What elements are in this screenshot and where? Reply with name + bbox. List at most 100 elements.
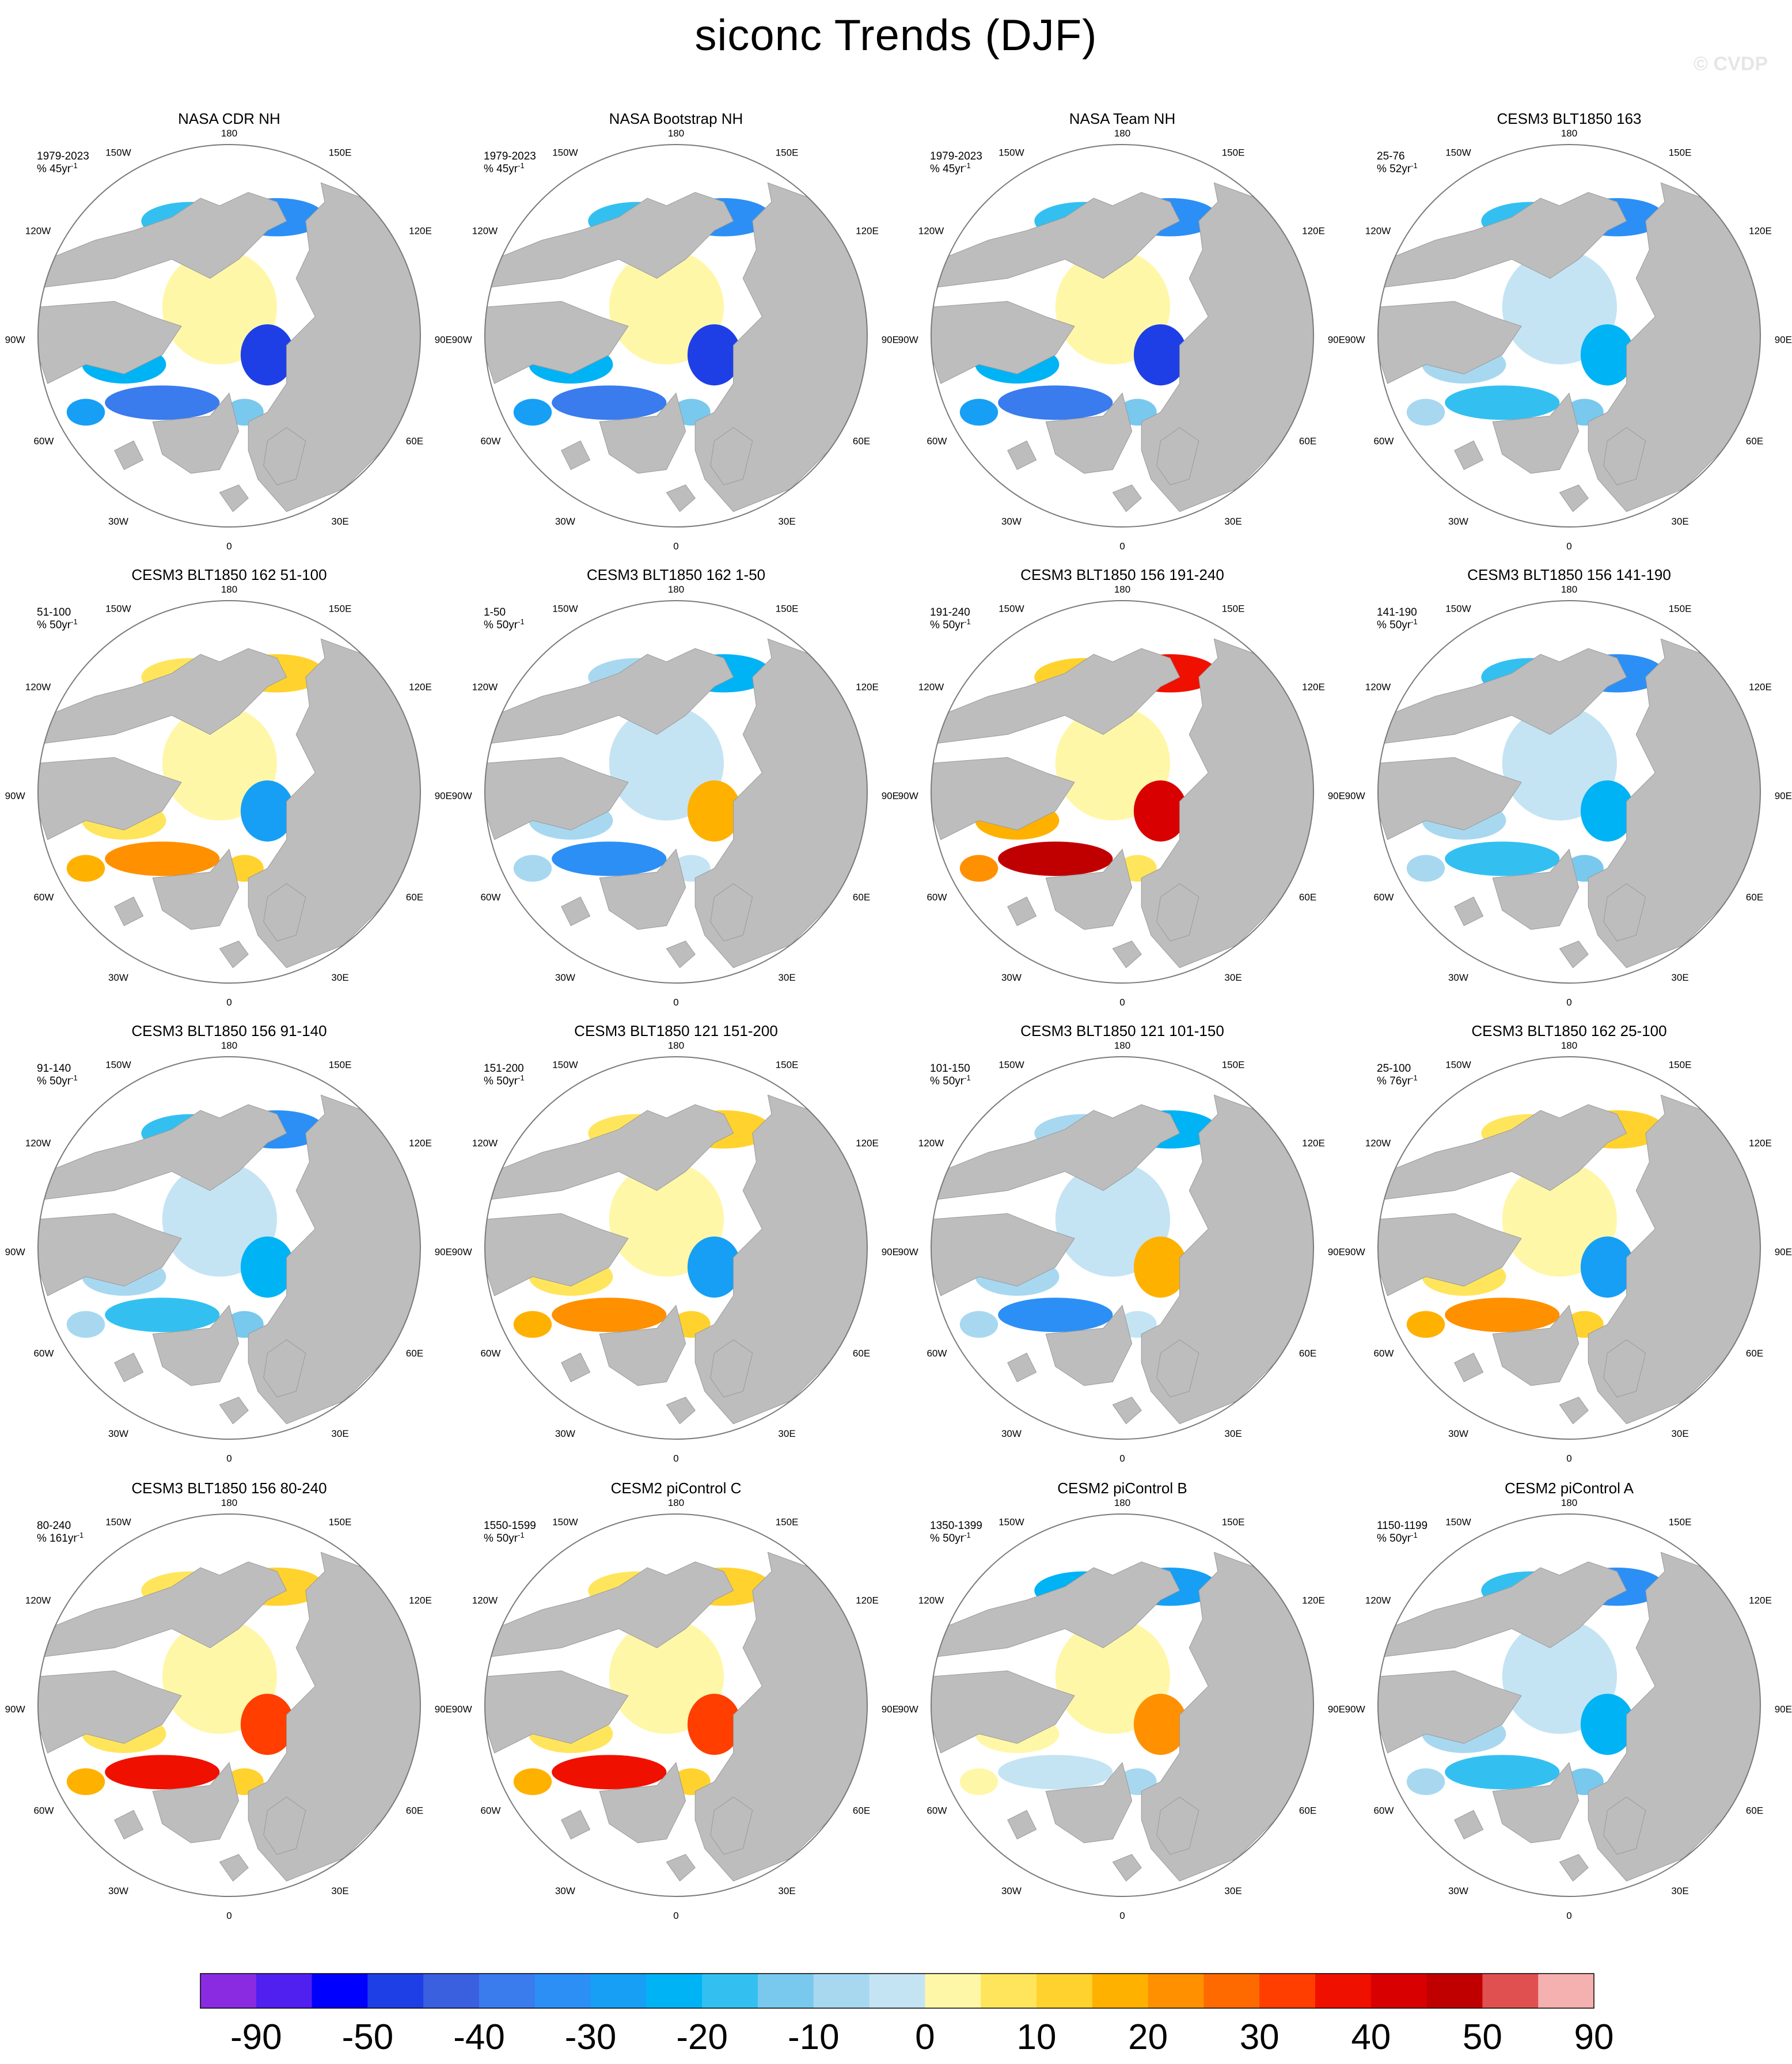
- longitude-label: 0: [1566, 997, 1571, 1008]
- trend-unit-label: % 50yr-1: [930, 1073, 971, 1087]
- longitude-label: 90W: [1345, 335, 1365, 346]
- ice-trend-region: [513, 855, 552, 882]
- longitude-label: 120E: [409, 1137, 432, 1148]
- map-boundary: [484, 144, 868, 528]
- map-boundary: [1377, 144, 1761, 528]
- ice-trend-region: [66, 1768, 105, 1796]
- land-mass: [1492, 392, 1580, 474]
- longitude-label: 150W: [105, 1516, 131, 1527]
- land-mass: [1454, 1809, 1484, 1840]
- trend-unit-label: % 50yr-1: [484, 1531, 525, 1545]
- colorbar-swatch: [479, 1974, 536, 2008]
- longitude-label: 150W: [105, 603, 131, 614]
- longitude-label: 0: [673, 541, 678, 552]
- period-label: 25-100: [1377, 1063, 1411, 1075]
- map-boundary: [1377, 1056, 1761, 1440]
- trend-unit-label: % 50yr-1: [484, 617, 525, 631]
- longitude-label: 0: [1119, 541, 1125, 552]
- longitude-label: 120W: [918, 225, 944, 236]
- longitude-label: 30W: [1448, 1428, 1468, 1439]
- land-mass: [1045, 392, 1133, 474]
- land-mass: [485, 301, 629, 384]
- longitude-label: 0: [226, 1453, 231, 1464]
- land-mass: [1045, 1762, 1133, 1843]
- map-panel: CESM3 BLT1850 156 80-240 80-240% 161yr-1 1…: [5, 1479, 452, 1921]
- longitude-label: 180: [1561, 1497, 1577, 1508]
- land-mass: [599, 392, 686, 474]
- longitude-label: 90W: [1345, 1247, 1365, 1258]
- land-mass: [114, 440, 144, 471]
- land-mass: [263, 1339, 306, 1398]
- longitude-label: 150W: [552, 147, 578, 158]
- ice-trend-region: [687, 780, 741, 842]
- longitude-label: 0: [1566, 1910, 1571, 1921]
- longitude-label: 30W: [555, 1428, 575, 1439]
- longitude-label: 180: [1114, 1497, 1130, 1508]
- land-mass: [1603, 883, 1646, 942]
- map-panel: CESM3 BLT1850 121 101-150 101-150% 50yr-1…: [898, 1022, 1345, 1464]
- longitude-label: 120E: [1749, 1137, 1772, 1148]
- longitude-label: 30E: [331, 972, 348, 983]
- land-mass: [1112, 484, 1142, 513]
- longitude-label: 30E: [778, 516, 795, 527]
- longitude-label: 120E: [856, 1137, 879, 1148]
- longitude-label: 120E: [1302, 1137, 1325, 1148]
- panel-title: CESM2 piControl A: [1505, 1479, 1634, 1497]
- longitude-label: 90W: [452, 1704, 472, 1715]
- land-mass: [485, 1670, 629, 1754]
- map-boundary: [931, 600, 1314, 984]
- longitude-label: 120W: [1365, 681, 1391, 692]
- land-mass: [152, 1762, 240, 1843]
- map-boundary: [1377, 1513, 1761, 1897]
- colorbar-swatch: [813, 1974, 870, 2008]
- map-panel: CESM2 piControl B 1350-1399% 50yr-1 180 0 15…: [898, 1479, 1345, 1921]
- colorbar-swatch: [1203, 1974, 1260, 2008]
- ice-trend-region: [1580, 1694, 1634, 1755]
- longitude-label: 120W: [472, 1595, 498, 1606]
- panel-title: CESM2 piControl B: [1057, 1479, 1187, 1497]
- land-mass: [38, 757, 182, 840]
- ice-trend-region: [1133, 1694, 1187, 1755]
- land-mass: [599, 1762, 686, 1843]
- map-boundary: [484, 600, 868, 984]
- panel-title: CESM3 BLT1850 163: [1497, 110, 1642, 127]
- ice-trend-region: [552, 841, 667, 877]
- land-mass: [710, 427, 753, 485]
- longitude-label: 60W: [927, 892, 947, 903]
- ice-trend-region: [66, 399, 105, 426]
- land-mass: [1378, 757, 1522, 840]
- longitude-label: 30W: [108, 1885, 128, 1896]
- colorbar-tick-label: -30: [565, 2017, 617, 2057]
- longitude-label: 90E: [435, 1247, 452, 1258]
- land-mass: [219, 940, 249, 969]
- land-mass: [1378, 1561, 1627, 1658]
- longitude-label: 60E: [406, 1805, 423, 1816]
- colorbar-tick-label: 20: [1128, 2017, 1168, 2057]
- longitude-label: 30W: [1001, 1885, 1022, 1896]
- longitude-label: 150W: [1445, 1516, 1471, 1527]
- map-panel: CESM3 BLT1850 162 51-100 51-100% 50yr-1 18…: [5, 566, 452, 1008]
- ice-trend-region: [1133, 1236, 1187, 1298]
- longitude-label: 30E: [1671, 1428, 1688, 1439]
- ice-trend-region: [959, 1311, 998, 1338]
- longitude-label: 120W: [1365, 1595, 1391, 1606]
- ice-trend-region: [998, 1755, 1113, 1790]
- figure-title: siconc Trends (DJF): [694, 11, 1098, 60]
- longitude-label: 180: [668, 1040, 684, 1051]
- land-mass: [1603, 427, 1646, 485]
- map-panel: CESM3 BLT1850 156 91-140 91-140% 50yr-1 18…: [5, 1022, 452, 1464]
- longitude-label: 60W: [1373, 892, 1394, 903]
- land-mass: [152, 392, 240, 474]
- longitude-label: 60E: [853, 1348, 870, 1359]
- longitude-label: 30W: [1448, 972, 1468, 983]
- land-mass: [1112, 1854, 1142, 1882]
- land-mass: [1156, 427, 1199, 485]
- longitude-label: 180: [1561, 128, 1577, 139]
- longitude-label: 30E: [1224, 1885, 1242, 1896]
- longitude-label: 30W: [1001, 516, 1022, 527]
- panel-title: CESM3 BLT1850 162 51-100: [131, 566, 326, 583]
- land-mass: [38, 301, 182, 384]
- longitude-label: 150E: [776, 603, 799, 614]
- longitude-label: 30W: [555, 972, 575, 983]
- period-label: 80-240: [37, 1520, 71, 1532]
